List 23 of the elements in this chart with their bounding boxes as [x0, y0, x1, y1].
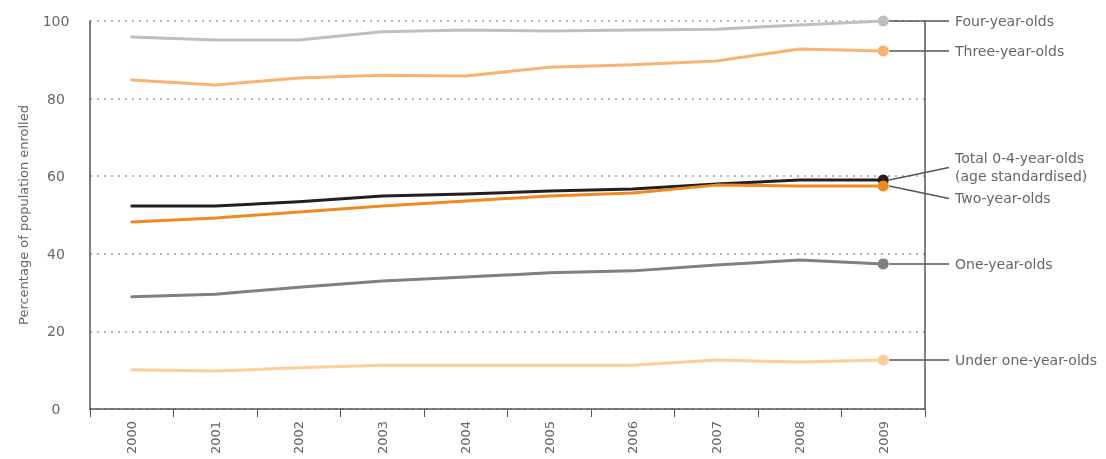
y-tick-label: 60: [47, 168, 65, 185]
x-tick-label: 2006: [625, 421, 641, 455]
x-tick-label: 2003: [374, 421, 390, 455]
x-tick-label: 2009: [875, 421, 891, 455]
y-tick-label: 0: [51, 401, 61, 417]
text: Total 0-4-year-olds (age standardised): [954, 150, 1089, 185]
y-tick-label: 80: [47, 90, 65, 107]
text: Under one-year-olds: [955, 352, 1097, 369]
x-tick-label: 2008: [792, 421, 808, 455]
x-tick-label: 2000: [124, 421, 140, 455]
x-tick-label: 2005: [541, 421, 557, 455]
text: Two-year-olds: [954, 190, 1051, 207]
x-tick-label: 2007: [708, 421, 724, 455]
y-tick-label: 100: [42, 13, 70, 29]
text: One-year-olds: [955, 255, 1053, 272]
y-tick-label: 20: [47, 323, 65, 340]
text: Three-year-olds: [954, 42, 1065, 59]
y-axis-title: Percentage of population enrolled: [16, 105, 31, 325]
x-tick-label: 2001: [207, 421, 223, 455]
text: Four-year-olds: [955, 13, 1054, 29]
y-tick-label: 40: [47, 245, 65, 262]
x-tick-label: 2002: [291, 421, 307, 455]
x-tick-label: 2004: [458, 421, 474, 455]
